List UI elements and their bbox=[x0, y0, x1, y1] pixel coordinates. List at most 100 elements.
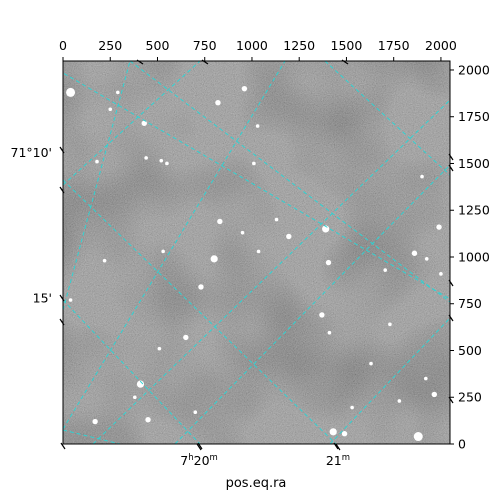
grid-line-8 bbox=[63, 61, 131, 311]
edge-tick-0 bbox=[59, 146, 65, 154]
star-25 bbox=[183, 334, 189, 341]
dec-tick-label-1: 15' bbox=[33, 291, 52, 306]
star-34 bbox=[341, 431, 348, 437]
plot-area bbox=[63, 61, 450, 444]
right-tick-label-4: 1000 bbox=[458, 249, 490, 264]
x-axis-title: pos.eq.ra bbox=[226, 476, 287, 491]
edge-tick-4 bbox=[60, 442, 66, 450]
top-tick-label-4: 1000 bbox=[236, 38, 268, 53]
star-17 bbox=[325, 259, 332, 266]
star-32 bbox=[350, 405, 354, 410]
top-tick-label-5: 1250 bbox=[283, 38, 315, 53]
ra-tick-mark-1 bbox=[335, 443, 341, 451]
star-33 bbox=[329, 428, 337, 436]
right-tick-label-3: 750 bbox=[458, 296, 482, 311]
edge-tick-1 bbox=[59, 186, 65, 194]
star-20 bbox=[424, 257, 429, 261]
dec-tick-label-0: 71°10' bbox=[11, 145, 53, 160]
grid-line-6 bbox=[92, 99, 450, 444]
grid-line-1 bbox=[63, 179, 337, 444]
star-46 bbox=[144, 156, 148, 160]
top-tick-label-3: 750 bbox=[193, 38, 217, 53]
star-layer bbox=[66, 85, 443, 442]
top-tick-label-1: 250 bbox=[98, 38, 122, 53]
star-5 bbox=[241, 85, 248, 92]
sky-noise bbox=[63, 61, 450, 444]
star-4 bbox=[215, 100, 221, 106]
grid-line-3 bbox=[129, 61, 450, 303]
star-30 bbox=[193, 410, 198, 415]
star-24 bbox=[327, 330, 332, 335]
star-22 bbox=[436, 224, 442, 230]
star-36 bbox=[397, 399, 402, 403]
star-0 bbox=[66, 87, 76, 97]
edge-tick-2 bbox=[59, 294, 65, 302]
top-tick-label-8: 2000 bbox=[425, 38, 457, 53]
grid-line-0 bbox=[63, 72, 450, 300]
edge-tick-12 bbox=[448, 279, 454, 287]
top-tick-label-6: 1500 bbox=[331, 38, 363, 53]
star-28 bbox=[133, 395, 137, 400]
star-2 bbox=[141, 120, 147, 126]
grid-line-4 bbox=[324, 61, 450, 176]
edge-tick-7 bbox=[136, 59, 144, 65]
star-16 bbox=[198, 284, 204, 290]
star-27 bbox=[136, 380, 145, 388]
star-35 bbox=[413, 432, 423, 442]
grid-line-5 bbox=[63, 429, 121, 444]
star-45 bbox=[369, 361, 373, 366]
star-19 bbox=[411, 250, 418, 256]
ra-tick-label-0: 7h20m bbox=[180, 453, 218, 468]
star-38 bbox=[424, 376, 428, 381]
star-26 bbox=[157, 346, 162, 351]
edge-tick-14 bbox=[448, 396, 454, 404]
star-6 bbox=[252, 161, 256, 166]
right-tick-label-2: 500 bbox=[458, 343, 482, 358]
edge-tick-5 bbox=[197, 442, 203, 450]
tick-layer: 0 250 500 750 1000 1250 1500 1750 2000 0 250 500 750… bbox=[11, 38, 490, 468]
star-41 bbox=[68, 298, 73, 302]
grid-line-7 bbox=[63, 61, 286, 430]
right-tick-label-5: 1250 bbox=[458, 203, 490, 218]
star-13 bbox=[286, 233, 292, 240]
edge-tick-11 bbox=[448, 164, 454, 172]
top-tick-label-7: 1750 bbox=[378, 38, 410, 53]
right-tick-label-6: 1500 bbox=[458, 156, 490, 171]
star-1 bbox=[108, 107, 113, 112]
star-15 bbox=[161, 249, 165, 254]
star-23 bbox=[319, 312, 325, 318]
plot-frame bbox=[62, 60, 451, 445]
edge-tick-8 bbox=[201, 59, 209, 65]
star-42 bbox=[159, 158, 164, 163]
star-21 bbox=[439, 272, 443, 276]
star-40 bbox=[102, 258, 107, 263]
star-10 bbox=[217, 218, 223, 225]
star-14 bbox=[210, 255, 218, 263]
grid-line-9 bbox=[329, 317, 450, 444]
star-18 bbox=[383, 268, 387, 272]
star-37 bbox=[431, 391, 438, 398]
top-tick-label-0: 0 bbox=[59, 38, 67, 53]
star-3 bbox=[165, 161, 169, 166]
star-39 bbox=[388, 322, 392, 327]
edge-tick-9 bbox=[341, 59, 349, 65]
grid-line-2 bbox=[63, 299, 201, 444]
edge-tick-3 bbox=[59, 318, 65, 326]
star-8 bbox=[420, 174, 424, 179]
star-47 bbox=[274, 217, 279, 222]
edge-tick-10 bbox=[448, 153, 454, 161]
edge-tick-13 bbox=[448, 314, 454, 322]
star-44 bbox=[95, 159, 99, 164]
top-tick-label-2: 500 bbox=[146, 38, 170, 53]
grid-line-10 bbox=[174, 164, 450, 444]
star-29 bbox=[145, 416, 151, 423]
edge-tick-6 bbox=[333, 442, 339, 450]
ra-tick-label-1: 21m bbox=[326, 453, 350, 468]
coordinate-grid bbox=[63, 61, 450, 444]
star-31 bbox=[92, 418, 98, 425]
star-7 bbox=[255, 124, 260, 128]
star-43 bbox=[115, 90, 120, 95]
star-11 bbox=[240, 230, 245, 235]
right-tick-label-0: 0 bbox=[458, 437, 466, 452]
